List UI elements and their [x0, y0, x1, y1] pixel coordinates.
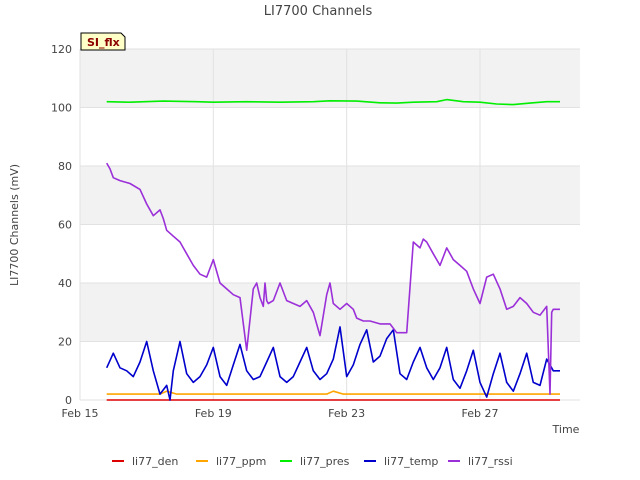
legend: li77_den li77_ppm li77_pres li77_temp li77_r…: [112, 455, 513, 468]
si-flx-badge: SI_flx: [80, 32, 126, 51]
y-tick-label: 60: [58, 219, 72, 232]
badge-label: SI_flx: [87, 36, 120, 49]
x-tick-label: Feb 19: [195, 407, 232, 420]
series-line-li77-rssi: [106, 162, 560, 395]
y-tick-label: 0: [65, 394, 72, 407]
y-tick-label: 80: [58, 160, 72, 173]
plot-band: [80, 49, 580, 108]
legend-label-li77-temp: li77_temp: [384, 455, 438, 468]
legend-label-li77-den: li77_den: [132, 455, 178, 468]
y-tick-label: 120: [51, 43, 72, 56]
legend-label-li77-rssi: li77_rssi: [468, 455, 513, 468]
y-tick-label: 20: [58, 336, 72, 349]
series-line-li77-pres: [106, 98, 560, 106]
legend-label-li77-pres: li77_pres: [300, 455, 350, 468]
x-tick-label: Feb 23: [328, 407, 365, 420]
plot-band: [80, 283, 580, 342]
badge-box: [80, 32, 126, 51]
axis-ticks: 0 20 40 60 80 100 120 Feb 15 Feb 19 Feb 23 Feb 27: [51, 43, 498, 420]
x-tick-label: Feb 15: [62, 407, 99, 420]
y-tick-label: 40: [58, 277, 72, 290]
chart-title: LI7700 Channels: [264, 4, 373, 19]
series-lines: [105, 98, 560, 401]
x-tick-label: Feb 27: [462, 407, 499, 420]
series-line-li77-temp: [105, 326, 560, 401]
legend-label-li77-ppm: li77_ppm: [216, 455, 266, 468]
y-tick-label: 100: [51, 102, 72, 115]
plot-band: [80, 166, 580, 225]
x-axis-label: Time: [552, 423, 580, 436]
y-axis-label: LI7700 Channels (mV): [8, 164, 21, 286]
